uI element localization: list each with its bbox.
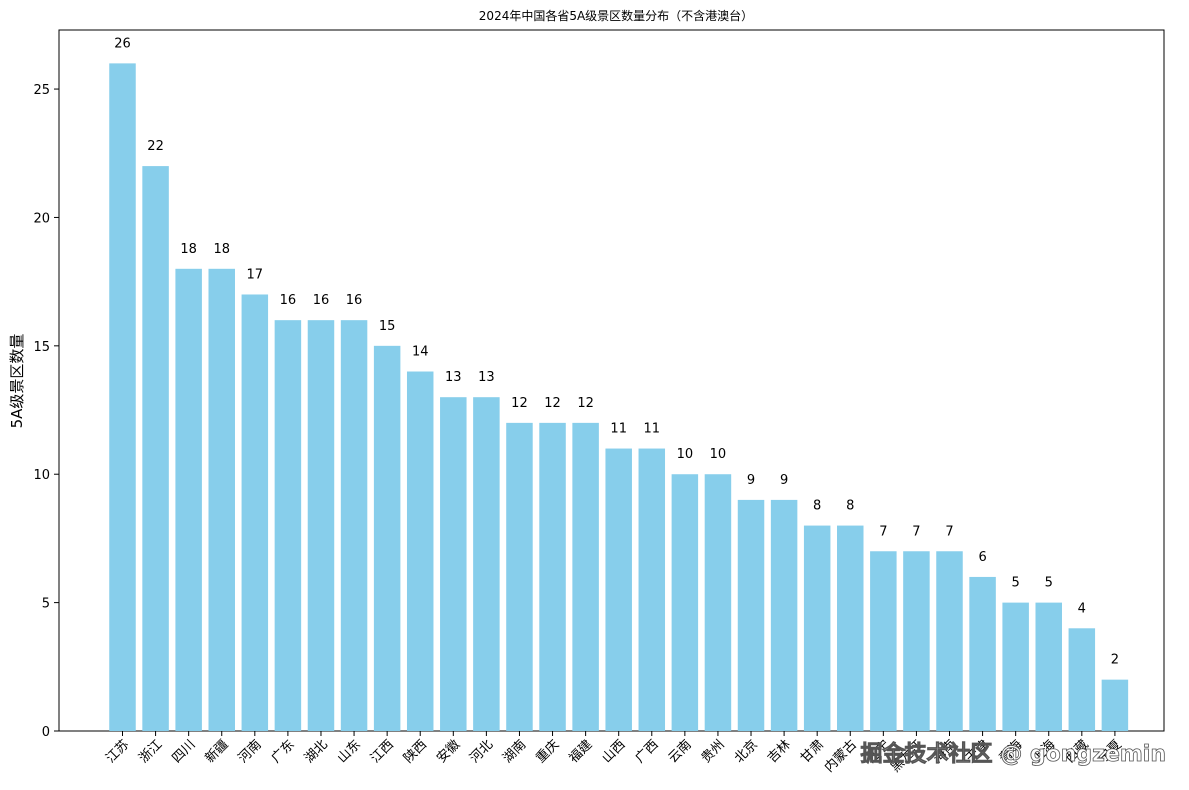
- x-tick-label: 湖南: [500, 737, 530, 767]
- bar: [870, 551, 897, 731]
- bar: [803, 525, 831, 731]
- bar-value-label: 17: [247, 267, 264, 282]
- x-tick-label: 广东: [269, 737, 298, 766]
- bar-value-label: 18: [213, 242, 230, 257]
- y-tick-label: 0: [42, 725, 50, 740]
- x-tick-label: 云南: [665, 737, 695, 767]
- chart-title: 2024年中国各省5A级景区数量分布（不含港澳台）: [479, 8, 753, 23]
- x-tick-label: 福建: [566, 737, 595, 766]
- bar: [340, 320, 368, 731]
- x-tick-label: 陕西: [401, 737, 430, 766]
- bar-value-label: 7: [945, 524, 953, 539]
- x-tick-label: 湖北: [302, 737, 331, 766]
- bar: [936, 551, 963, 731]
- bar-value-label: 7: [912, 524, 920, 539]
- x-tick-label: 浙江: [136, 737, 165, 766]
- bar-value-label: 12: [577, 396, 594, 411]
- x-tick-label: 河北: [467, 737, 496, 766]
- bar-value-label: 15: [379, 319, 396, 334]
- bar-value-label: 11: [610, 422, 627, 437]
- x-tick-label: 贵州: [699, 737, 728, 766]
- x-tick-label: 新疆: [202, 737, 232, 767]
- x-tick-label: 山西: [600, 737, 629, 766]
- x-tick-label: 安徽: [434, 737, 463, 766]
- bar: [539, 422, 566, 731]
- bar-value-label: 12: [544, 396, 561, 411]
- bar-value-label: 5: [1045, 576, 1053, 591]
- bar-value-label: 6: [978, 550, 986, 565]
- bar-value-label: 8: [813, 499, 821, 514]
- bar-value-label: 26: [114, 36, 131, 51]
- y-tick-label: 20: [33, 211, 50, 226]
- bar: [572, 422, 599, 731]
- bar: [1002, 602, 1029, 731]
- bar-value-label: 16: [346, 293, 363, 308]
- bar: [506, 422, 533, 731]
- bar-value-label: 4: [1078, 601, 1086, 616]
- bar-value-label: 7: [879, 524, 887, 539]
- bar-value-label: 10: [710, 447, 727, 462]
- x-tick-label: 广西: [633, 737, 662, 766]
- bar: [969, 576, 996, 731]
- bar: [638, 448, 666, 731]
- bar: [175, 268, 202, 731]
- bar: [903, 551, 930, 731]
- bar-value-label: 10: [677, 447, 694, 462]
- x-tick-label: 江西: [368, 737, 397, 766]
- bar-value-label: 18: [180, 242, 197, 257]
- bar-value-label: 13: [478, 370, 495, 385]
- x-tick-label: 重庆: [533, 737, 563, 767]
- x-tick-label: 江苏: [103, 737, 133, 767]
- bar: [605, 448, 632, 731]
- x-tick-label: 河南: [235, 737, 265, 767]
- bar: [406, 371, 434, 731]
- bar-value-label: 16: [280, 293, 297, 308]
- x-tick-label: 四川: [169, 737, 198, 766]
- bar-value-label: 13: [445, 370, 462, 385]
- y-axis-title: 5A级景区数量: [8, 334, 26, 429]
- y-tick-label: 10: [33, 468, 50, 483]
- y-tick-label: 25: [33, 83, 50, 98]
- bar: [1035, 602, 1062, 731]
- bar-value-label: 9: [780, 473, 788, 488]
- bar: [704, 474, 732, 731]
- bar-value-label: 11: [644, 422, 661, 437]
- y-tick-label: 15: [33, 340, 50, 355]
- x-tick-label: 内蒙古: [821, 737, 860, 776]
- bar: [770, 499, 798, 731]
- bar: [737, 499, 765, 731]
- bar: [307, 320, 335, 731]
- bar: [373, 345, 401, 731]
- bar: [241, 294, 269, 731]
- bar-value-label: 5: [1012, 576, 1020, 591]
- bar: [1068, 628, 1096, 731]
- bar-value-label: 16: [313, 293, 330, 308]
- bar: [1101, 679, 1129, 731]
- bar: [208, 268, 235, 731]
- bar-value-label: 12: [511, 396, 528, 411]
- bar: [440, 397, 467, 731]
- x-tick-label: 甘肃: [798, 737, 827, 766]
- bar-value-label: 9: [747, 473, 755, 488]
- bar-value-label: 22: [147, 139, 164, 154]
- bar-value-label: 14: [412, 345, 429, 360]
- y-tick-label: 5: [42, 597, 50, 612]
- bar: [109, 63, 136, 731]
- bar-value-label: 2: [1111, 653, 1119, 668]
- watermark: 掘金技术社区 @ gongzemin: [861, 741, 1166, 767]
- x-tick-label: 北京: [732, 737, 761, 766]
- bar-value-label: 8: [846, 499, 854, 514]
- x-tick-label: 山东: [335, 737, 364, 766]
- bar: [473, 397, 500, 731]
- bar: [837, 525, 864, 731]
- bar: [142, 166, 169, 732]
- bar: [671, 474, 699, 731]
- bar: [274, 320, 302, 731]
- x-tick-label: 吉林: [765, 737, 794, 766]
- y-axis: 0 5 10 15 20 25: [33, 83, 59, 740]
